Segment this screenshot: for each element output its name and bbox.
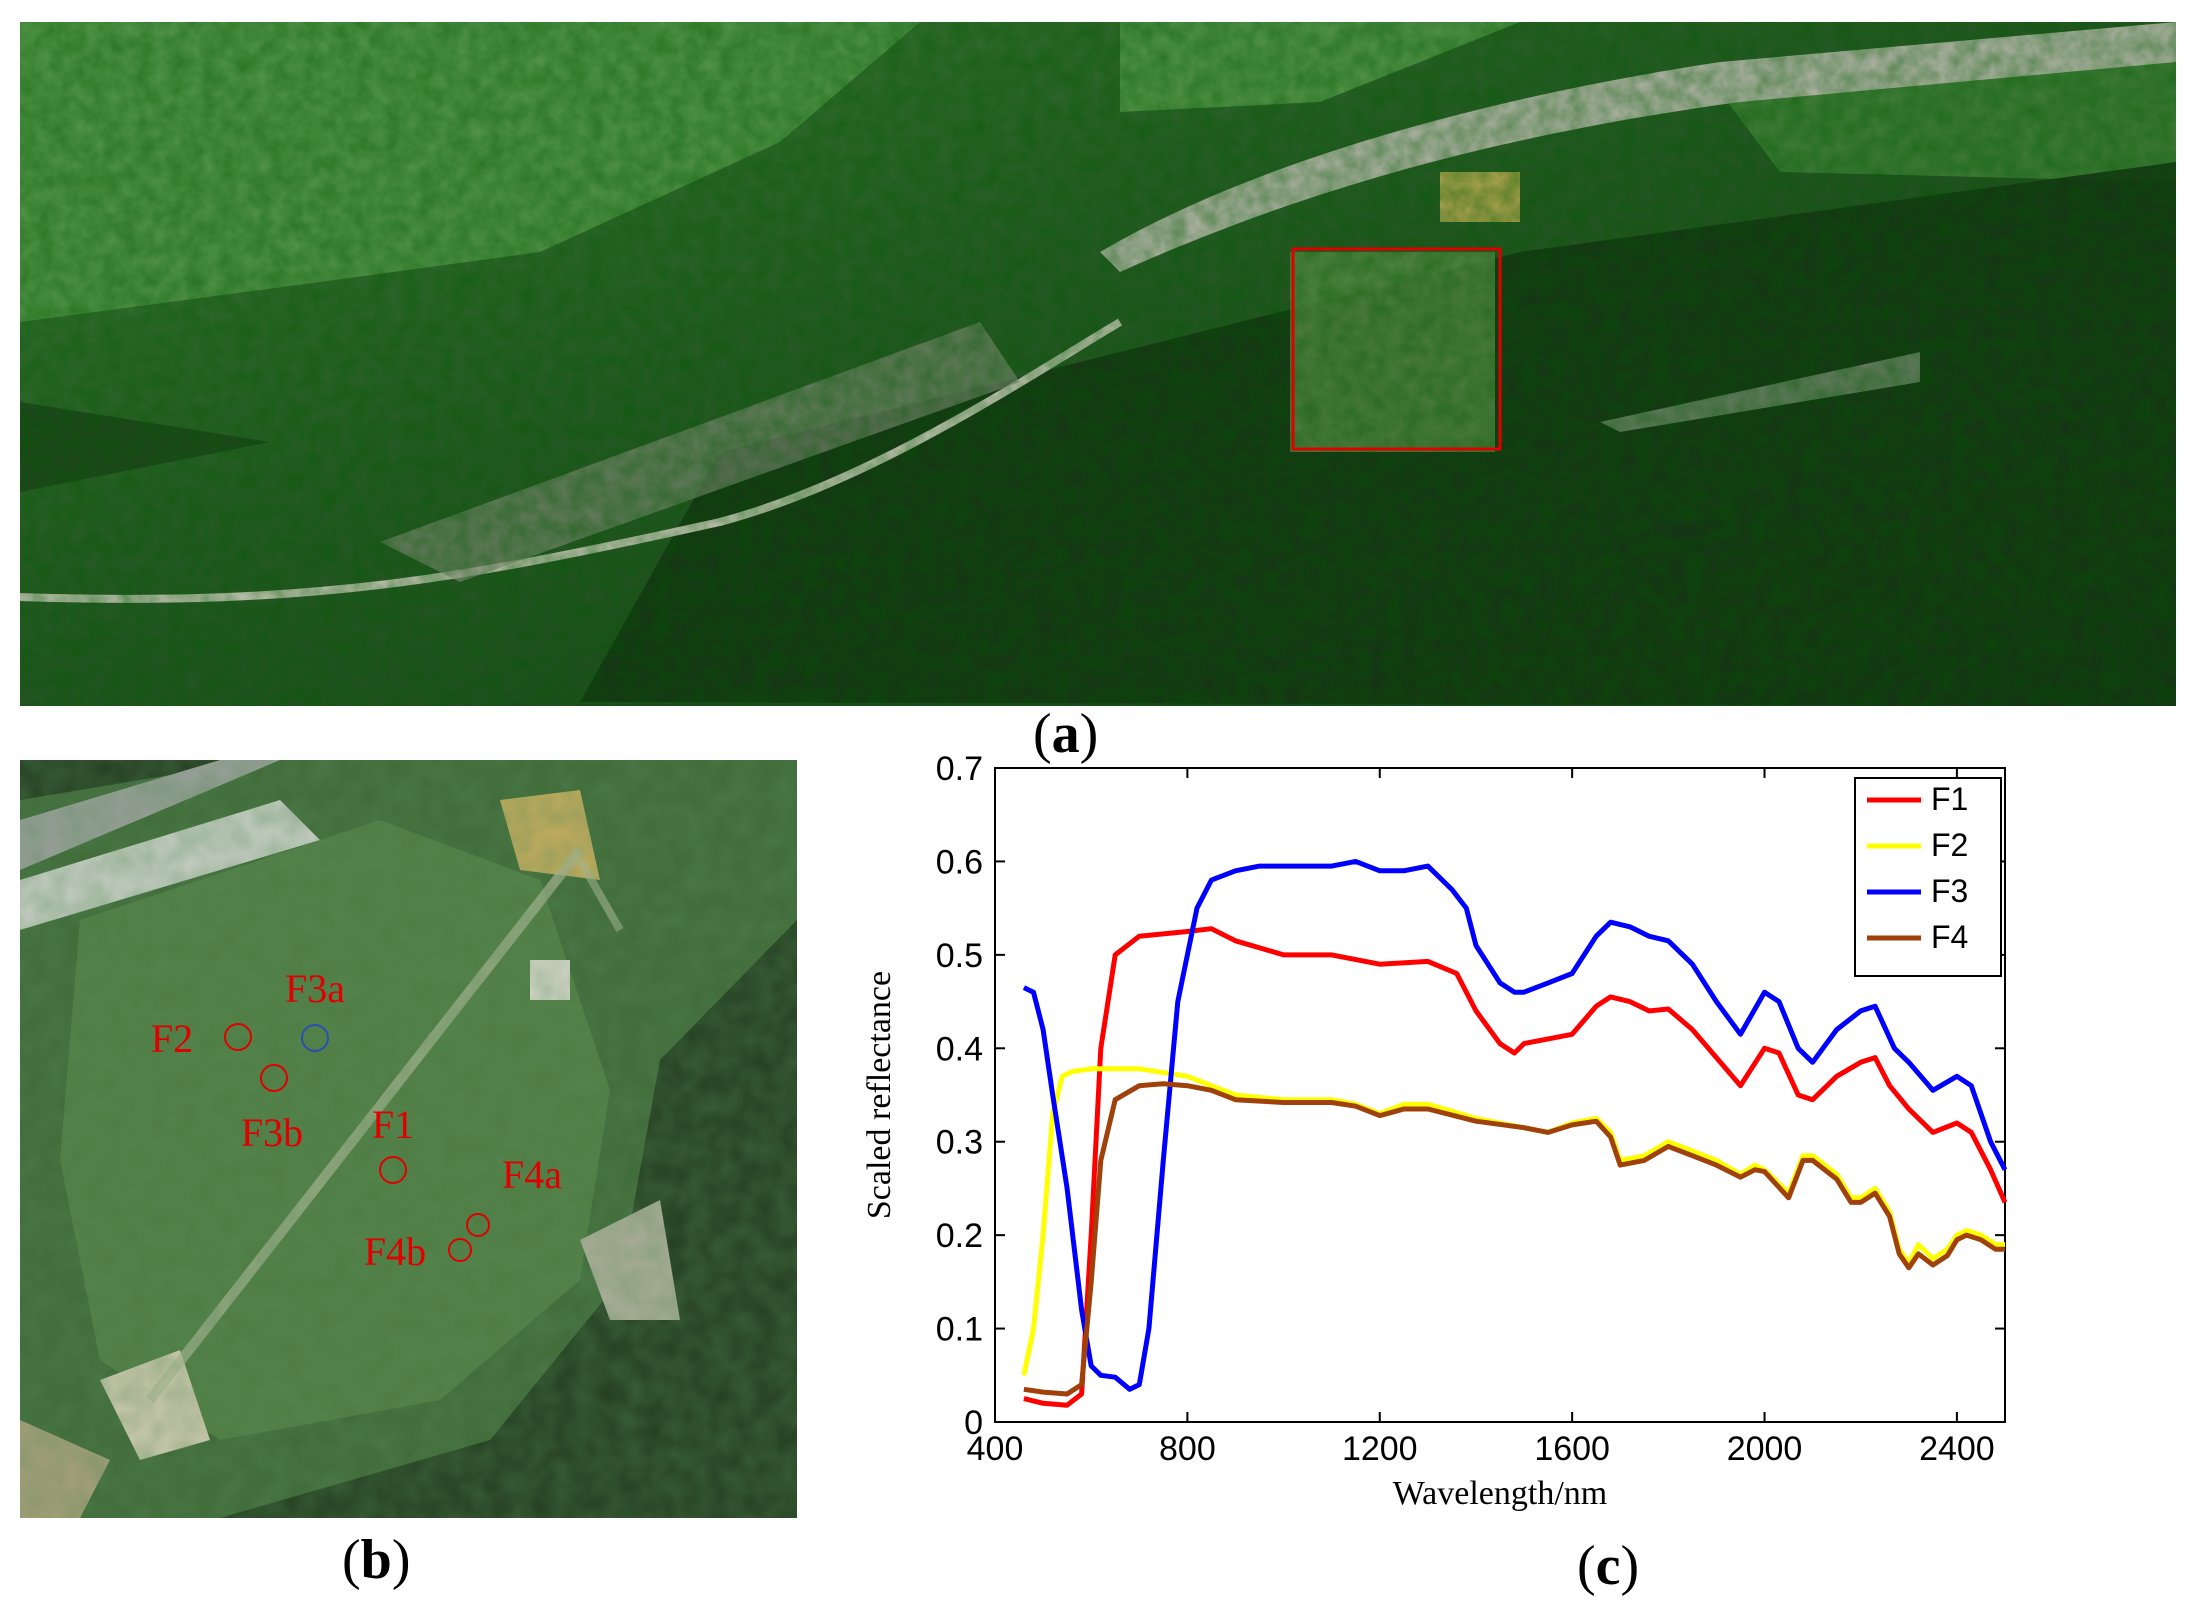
y-axis-title: Scaled reflectance — [861, 971, 898, 1219]
y-tick-label-5: 0.5 — [936, 937, 983, 975]
marker-f1-label: F1 — [372, 1102, 414, 1147]
x-tick-label-400: 400 — [967, 1430, 1024, 1468]
marker-f4b-label: F4b — [364, 1229, 426, 1274]
x-axis-title: Wavelength/nm — [1393, 1475, 1607, 1512]
caption-b: (b) — [342, 1529, 411, 1591]
x-tick-label-800: 800 — [1159, 1430, 1216, 1468]
marker-f3b-circle — [260, 1064, 288, 1092]
marker-f2-circle — [224, 1023, 252, 1051]
marker-f4a-label: F4a — [502, 1152, 562, 1197]
caption-c: (c) — [1577, 1535, 1640, 1597]
series-line-f2 — [1021, 1066, 2005, 1376]
marker-f3a-circle — [301, 1024, 329, 1052]
marker-f4a-circle — [466, 1213, 490, 1237]
x-tick-label-1600: 1600 — [1534, 1430, 1610, 1468]
satellite-image-a-graphic — [20, 22, 2176, 706]
y-tick-label-4: 0.4 — [936, 1030, 983, 1068]
marker-f3b-label: F3b — [241, 1110, 303, 1155]
marker-f2-label: F2 — [151, 1016, 193, 1061]
x-tick-label-2000: 2000 — [1727, 1430, 1803, 1468]
x-tick-label-1200: 1200 — [1342, 1430, 1418, 1468]
x-tick-label-2400: 2400 — [1919, 1430, 1995, 1468]
y-tick-label-3: 0.3 — [936, 1124, 983, 1162]
marker-f4b-circle — [448, 1238, 472, 1262]
reflectance-chart: 400 800 1200 1600 2000 2400 0 0.1 0.2 0.3 0.4 0.5 0.… — [861, 750, 2008, 1512]
y-tick-label-1: 0.1 — [936, 1311, 983, 1349]
caption-a: (a) — [1033, 703, 1099, 765]
satellite-image-overview — [20, 22, 2176, 706]
region-highlight-box — [1291, 247, 1502, 451]
series-line-f1 — [1023, 926, 2008, 1408]
legend-label-f3: F3 — [1931, 873, 1968, 909]
legend-label-f1: F1 — [1931, 781, 1968, 817]
series-line-f4 — [1023, 1081, 2005, 1397]
y-tick-label-0: 0 — [964, 1404, 983, 1442]
satellite-image-zoom: F3a F2 F3b F1 F4a F4b — [20, 760, 797, 1518]
legend-box — [1854, 777, 2002, 977]
y-tick-label-7: 0.7 — [936, 750, 983, 788]
series-line-f3 — [1022, 858, 2008, 1392]
marker-f3a-label: F3a — [285, 966, 345, 1011]
y-tick-label-6: 0.6 — [936, 843, 983, 881]
legend-label-f2: F2 — [1931, 827, 1968, 863]
plot-frame — [994, 767, 2006, 1423]
marker-f1-circle — [379, 1156, 407, 1184]
y-tick-label-2: 0.2 — [936, 1217, 983, 1255]
satellite-image-b-graphic: F3a F2 F3b F1 F4a F4b — [20, 760, 797, 1518]
legend-label-f4: F4 — [1931, 919, 1968, 955]
